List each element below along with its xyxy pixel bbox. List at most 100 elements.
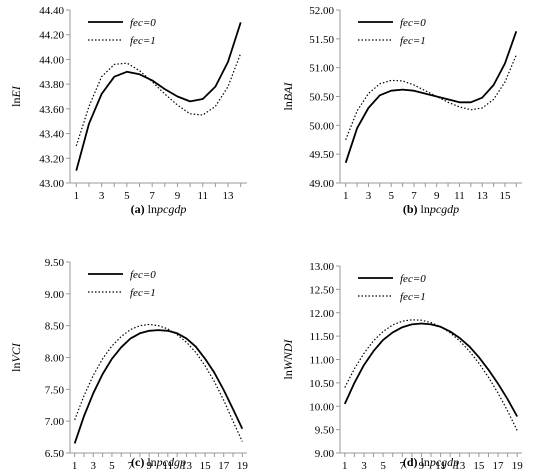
series-line-fec-0 [344,31,518,164]
caption-letter: (c) [131,455,144,469]
y-tick-label: 44.20 [39,30,64,42]
x-tick-label: 1 [342,460,348,472]
chart-panel-3: 6.507.007.508.008.509.009.501 3 5 7 9 11 13 15 1… [9,257,248,472]
y-axis-label-var: EI [9,85,23,98]
x-tick-label: 11 [197,190,208,202]
series-line-fec-1 [75,53,242,147]
chart-panel-1: 43.00 43.20 43.40 43.60 43.80 44.00 44.20 44.40… [9,5,247,216]
y-tick-label: 8.00 [45,353,65,365]
x-tick-label: 17 [493,460,505,472]
series-line-fec-1 [74,323,243,442]
x-tick-label: 9 [146,460,152,472]
x-tick-label: 13 [181,460,193,472]
x-tick-label: 19 [512,460,524,472]
x-tick-label: 15 [473,460,485,472]
y-axis-label: lnEI [9,85,23,107]
x-tick-label: 19 [237,460,249,472]
y-axis-label-prefix: ln [9,363,23,372]
y-tick-label: 51.00 [309,63,334,75]
caption-letter: (d) [403,455,418,469]
panel-caption: (a) lnpcgdp [131,202,187,216]
y-axis-label: lnBAI [281,81,295,110]
y-tick-label: 9.00 [45,289,65,301]
x-tick-label: 5 [109,460,115,472]
x-tick-label: 1 [72,460,78,472]
y-tick-label: 49.50 [309,149,334,161]
caption-letter: (a) [131,202,145,216]
y-tick-label: 50.00 [309,120,334,132]
y-axis-label: lnWNDI [281,338,295,379]
x-tick-label: 9 [434,190,440,202]
y-tick-label: 52.00 [309,5,334,17]
caption-letter: (b) [403,202,418,216]
x-tick-label: 7 [400,460,406,472]
y-tick-label: 43.00 [39,178,64,190]
caption-text: ln [144,455,156,469]
x-tick-label: 7 [128,460,134,472]
y-tick-label: 9.50 [45,257,65,269]
x-tick-label: 9 [419,460,425,472]
y-tick-label: 44.00 [39,54,64,66]
x-tick-label: 1 [74,190,80,202]
y-axis-label-var: BAI [281,81,295,101]
y-axis-label-prefix: ln [9,97,23,106]
x-tick-label: 15 [499,190,511,202]
caption-var: pcdgp [156,455,186,469]
x-tick-label: 9 [175,190,181,202]
y-axis-label-prefix: ln [281,101,295,110]
legend-label: fec=1 [400,291,426,303]
x-tick-label: 13 [454,460,466,472]
chart-panel-4: 9.009.5010.0010.5011.0011.5012.0012.5013… [281,261,523,472]
y-tick-label: 43.60 [39,104,64,116]
x-tick-label: 3 [99,190,105,202]
y-tick-label: 8.50 [45,321,65,333]
caption-text: ln [145,202,157,216]
x-tick-label: 7 [149,190,155,202]
legend-label: fec=1 [400,35,426,47]
x-tick-label: 11 [435,460,446,472]
legend-label: fec=0 [130,269,156,281]
y-tick-label: 43.20 [39,153,64,165]
x-tick-label: 3 [366,190,372,202]
legend-label: fec=0 [130,17,156,29]
x-tick-label: 5 [388,190,394,202]
y-tick-label: 9.50 [315,425,335,437]
x-tick-label: 1 [343,190,349,202]
y-tick-label: 50.50 [309,92,334,104]
y-tick-label: 49.00 [309,178,334,190]
legend-label: fec=0 [400,273,426,285]
x-tick-label: 15 [200,460,212,472]
caption-var: pcgdp [429,202,459,216]
y-axis-label-prefix: ln [281,370,295,379]
caption-text: ln [418,455,430,469]
series-line-fec-0 [343,322,518,417]
y-tick-label: 12.00 [309,308,334,320]
series-line-fec-1 [344,319,518,431]
caption-var: pcgdp [156,202,186,216]
y-tick-label: 43.80 [39,79,64,91]
panel-caption: (b) lnpcgdp [403,202,459,216]
y-tick-label: 51.50 [309,34,334,46]
y-axis-label: lnVCI [9,342,23,372]
x-tick-label: 7 [411,190,417,202]
x-tick-label: 17 [218,460,230,472]
y-tick-label: 10.50 [309,378,334,390]
legend-label: fec=1 [130,287,156,299]
y-tick-label: 44.40 [39,5,64,17]
x-tick-label: 5 [380,460,386,472]
y-tick-label: 11.00 [310,355,335,367]
series-line-fec-0 [73,329,244,444]
x-tick-label: 3 [361,460,367,472]
series-line-fec-1 [345,54,517,141]
x-tick-label: 13 [477,190,489,202]
x-tick-label: 13 [223,190,235,202]
y-tick-label: 7.50 [45,384,65,396]
caption-text: ln [418,202,430,216]
y-axis-label-var: WNDI [281,338,295,370]
x-tick-label: 3 [91,460,97,472]
y-tick-label: 10.00 [309,401,334,413]
y-tick-label: 6.50 [45,448,65,460]
legend-label: fec=0 [400,17,426,29]
